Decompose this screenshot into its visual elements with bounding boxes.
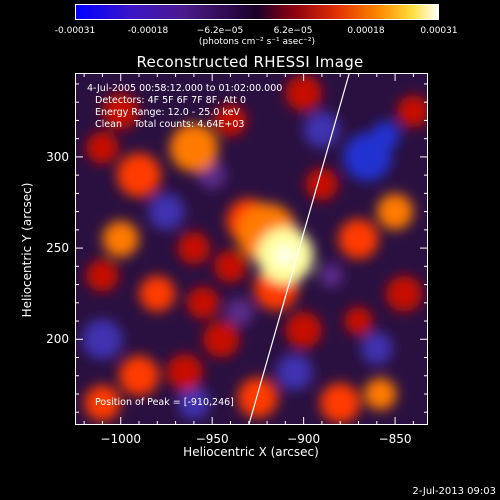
heatmap-cell <box>320 382 361 424</box>
heatmap-cell <box>86 131 119 164</box>
heatmap-cell <box>82 319 123 360</box>
heatmap-cell <box>214 250 247 283</box>
heatmap-cell <box>116 153 162 198</box>
plot-area: 4-Jul-2005 00:58:12.000 to 01:02:00.000 … <box>75 73 428 425</box>
heatmap-cell <box>285 312 322 349</box>
heatmap-peak <box>276 246 295 265</box>
x-axis-label: Heliocentric X (arcsec) <box>183 445 319 459</box>
heatmap-cell <box>376 193 414 230</box>
heatmap-cell <box>148 193 185 230</box>
heatmap-cell <box>360 332 393 365</box>
heatmap-cell <box>343 132 392 182</box>
heatmap-cell <box>169 123 219 172</box>
heatmap-cell <box>177 387 210 420</box>
peak-position-text: Position of Peak = [-910,246] <box>95 397 234 408</box>
y-tick-label: 300 <box>46 149 69 164</box>
heatmap-cell <box>237 377 279 418</box>
y-axis-label: Heliocentric Y (arcsec) <box>20 182 34 318</box>
colorbar-tick: 0.00018 <box>347 26 385 36</box>
date-stamp: 2-Jul-2013 09:03 <box>412 486 496 497</box>
heatmap-cell <box>214 104 247 137</box>
heatmap-cell <box>225 297 254 327</box>
limb-line <box>248 73 350 425</box>
colorbar-tick: 0.00031 <box>420 26 458 36</box>
heatmap-cell <box>364 377 397 411</box>
colorbar-unit: (photons cm⁻² s⁻¹ asec⁻²) <box>198 37 316 47</box>
heatmap-cell <box>84 385 121 422</box>
detectors-text: Detectors: 4F 5F 6F 7F 8F, Att 0 <box>95 95 247 106</box>
x-tick-label: −1000 <box>100 432 142 446</box>
heatmap-cell <box>186 286 220 319</box>
heatmap-cell <box>166 354 203 391</box>
time-range-text: 4-Jul-2005 00:58:12.000 to 01:02:00.000 <box>87 83 283 94</box>
y-tick-label: 250 <box>46 241 69 256</box>
colorbar <box>75 4 439 20</box>
heatmap-cell <box>397 95 428 128</box>
colorbar-tick: −6.2e−05 <box>196 26 244 36</box>
colorbar-tick: -0.00031 <box>54 26 96 36</box>
heatmap-cell <box>338 218 379 260</box>
heatmap-cell <box>285 74 322 112</box>
heatmap-cell <box>139 275 176 312</box>
x-tick-label: −950 <box>195 432 229 446</box>
axis-ticks <box>75 73 428 425</box>
heatmap-cell <box>203 321 240 358</box>
method-text: Clean Total counts: 4.64E+03 <box>95 119 245 130</box>
heatmap <box>75 73 428 425</box>
colorbar-tick: -0.00018 <box>127 26 169 36</box>
x-tick-label: −900 <box>287 432 321 446</box>
heatmap-cell <box>102 220 139 258</box>
heatmap-cell <box>318 263 344 288</box>
chart-title: Reconstructed RHESSI Image <box>136 53 364 71</box>
energy-range-text: Energy Range: 12.0 - 25.0 keV <box>95 107 240 118</box>
heatmap-cell <box>276 354 313 391</box>
heatmap-cell <box>177 231 210 265</box>
colorbar-tick: 6.2e−05 <box>273 26 313 36</box>
heatmap-cell <box>118 355 160 396</box>
x-tick-label: −850 <box>378 432 412 446</box>
heatmap-cell <box>86 259 119 292</box>
y-tick-label: 200 <box>46 332 69 347</box>
heatmap-cell <box>386 275 423 312</box>
heatmap-cell <box>102 93 139 130</box>
heatmap-cell <box>305 168 339 201</box>
heatmap-cell <box>344 306 373 336</box>
